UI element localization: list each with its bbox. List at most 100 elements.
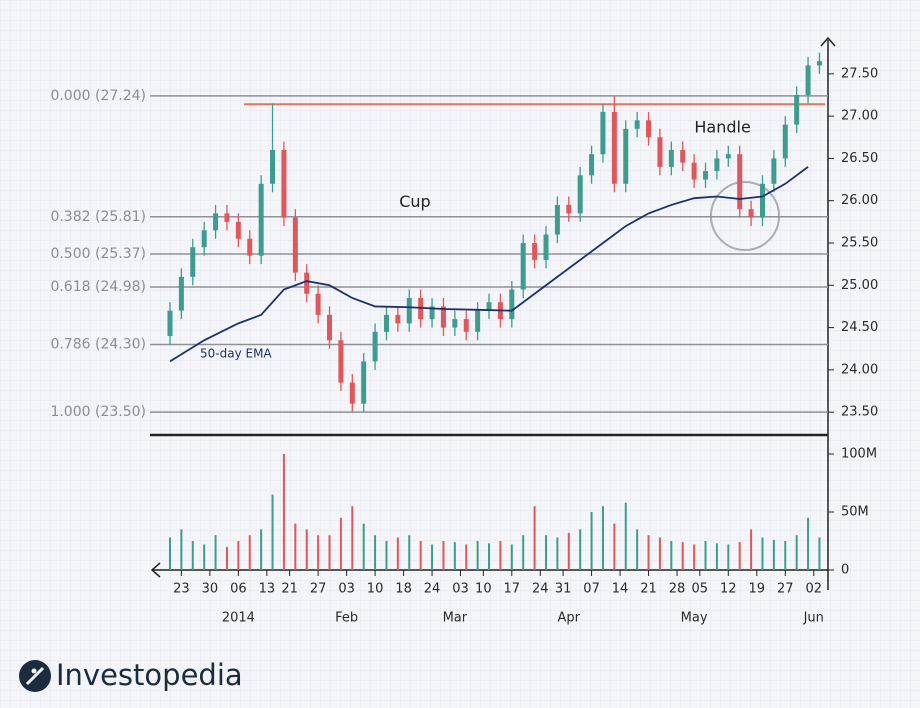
volume-bar (510, 544, 513, 570)
candle-body (178, 276, 184, 311)
month-label: 2014 (222, 611, 255, 626)
candle-body (327, 314, 333, 341)
candle-body (338, 340, 344, 383)
handle-circle (710, 181, 780, 251)
x-tick-label: 10 (475, 582, 492, 597)
volume-bar (328, 535, 331, 570)
volume-bar (556, 537, 559, 570)
volume-bar (522, 535, 525, 570)
y-tick-label: 27.00 (841, 109, 878, 124)
x-tick-label: 10 (367, 582, 384, 597)
volume-bar (544, 535, 547, 570)
volume-bar (225, 546, 228, 570)
candle-body (714, 158, 720, 172)
volume-bar (396, 537, 399, 570)
x-tick-label: 12 (720, 582, 737, 597)
candle-body (429, 306, 435, 320)
x-tick-label: 07 (583, 582, 600, 597)
candle-body (475, 310, 481, 332)
volume-bar (761, 537, 764, 570)
x-tick-label: 02 (805, 582, 822, 597)
candle-body (463, 319, 469, 332)
volume-bar (237, 541, 240, 570)
logo-dot (31, 668, 37, 674)
volume-bar (168, 537, 171, 570)
candle-body (167, 310, 173, 337)
candle-body (771, 158, 777, 184)
candle-body (304, 272, 310, 294)
x-tick-label: 13 (259, 582, 276, 597)
x-tick-label: 03 (452, 582, 469, 597)
volume-bar (191, 541, 194, 570)
candle-body (452, 319, 458, 328)
volume-bar (180, 529, 183, 570)
candle-body (634, 120, 640, 129)
candle-body (577, 175, 583, 214)
volume-bar (305, 529, 308, 570)
ema-label: 50-day EMA (200, 347, 272, 361)
volume-bar (738, 542, 741, 570)
candle-body (657, 137, 663, 167)
x-tick-label: 17 (504, 582, 521, 597)
volume-bar (408, 535, 411, 570)
annotation: Cup (399, 192, 430, 211)
candle-body (532, 242, 538, 260)
candle-body (725, 154, 731, 159)
volume-bar (601, 506, 604, 570)
volume-bar (453, 542, 456, 570)
volume-bar (693, 544, 696, 570)
fib-label: 0.786 (24.30) (50, 336, 146, 352)
x-tick-label: 05 (692, 582, 709, 597)
month-label: Apr (558, 611, 581, 626)
x-tick-label: 24 (532, 582, 549, 597)
volume-bar (476, 541, 479, 570)
fib-label: 0.000 (27.24) (50, 88, 146, 104)
candle-body (668, 149, 674, 167)
y-tick-label: 0 (841, 563, 849, 578)
candle-body (281, 149, 287, 218)
candle-body (372, 331, 378, 362)
volume-bar (488, 543, 491, 570)
x-tick-label: 21 (281, 582, 298, 597)
x-tick-label: 21 (640, 582, 657, 597)
candle-body (224, 213, 230, 222)
volume-bar (715, 543, 718, 570)
volume-bar (282, 454, 285, 570)
candle-body (440, 306, 446, 328)
volume-bar (431, 544, 434, 570)
candle-body (794, 94, 800, 125)
candle-body (190, 247, 196, 277)
volume-bar (419, 541, 422, 570)
candle-body (703, 171, 709, 180)
fib-label: 0.618 (24.98) (50, 279, 146, 295)
candle-body (349, 382, 355, 404)
candle-body (600, 111, 606, 155)
candle-body (646, 120, 652, 138)
y-tick-label: 27.50 (841, 66, 878, 81)
axis-arrow (150, 562, 161, 578)
x-tick-label: 30 (202, 582, 219, 597)
candle-body (543, 234, 549, 260)
candle-body (270, 149, 276, 184)
candle-body (292, 217, 298, 273)
volume-bar (670, 541, 673, 570)
month-label: Mar (443, 611, 468, 626)
axis-arrow (820, 36, 836, 47)
volume-bar (750, 529, 753, 570)
y-tick-label: 26.50 (841, 151, 878, 166)
volume-bar (248, 535, 251, 570)
volume-bar (351, 506, 354, 570)
volume-bar (203, 544, 206, 570)
candle-body (611, 111, 617, 184)
volume-bar (260, 529, 263, 570)
volume-bar (613, 523, 616, 570)
y-tick-label: 100M (841, 447, 877, 462)
candle-body (213, 213, 219, 231)
volume-bar (214, 535, 217, 570)
volume-bar (624, 502, 627, 570)
volume-bar (317, 535, 320, 570)
candle-body (406, 297, 412, 324)
x-tick-label: 31 (555, 582, 572, 597)
volume-bar (533, 506, 536, 570)
